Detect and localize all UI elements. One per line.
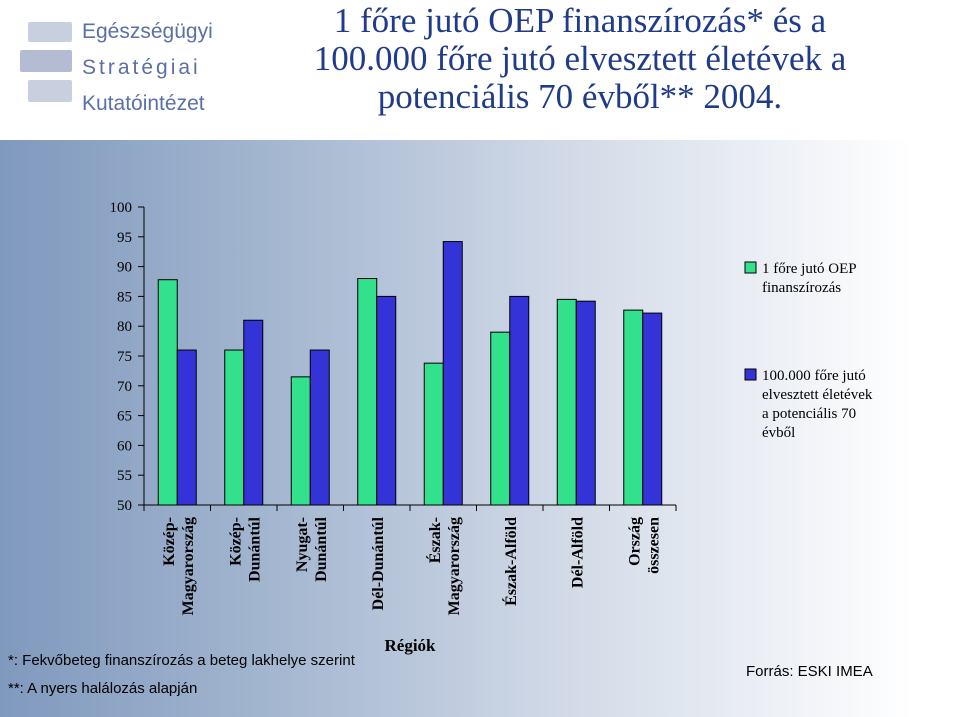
category-label: Észak-Alföld <box>501 517 520 606</box>
y-tick-label: 55 <box>117 468 132 484</box>
footnote-1: *: Fekvőbeteg finanszírozás a beteg lakh… <box>8 652 355 669</box>
category-label: Dunántúl <box>246 516 263 581</box>
legend-swatch-1 <box>744 261 757 274</box>
bar-series-2 <box>509 295 530 506</box>
y-tick-label: 50 <box>117 498 132 514</box>
y-tick-label: 75 <box>117 349 132 365</box>
category-label: Magyarország <box>180 517 197 615</box>
title-line-3: potenciális 70 évből** 2004. <box>377 77 783 116</box>
category-label: Közép- <box>161 517 178 566</box>
legend-label: elvesztett életévek <box>762 387 873 403</box>
legend-label: finanszírozás <box>762 280 841 296</box>
bar-series-2 <box>376 295 397 506</box>
bar-series-1 <box>290 376 311 506</box>
source-note: Forrás: ESKI IMEA <box>746 663 873 680</box>
y-tick-label: 80 <box>117 319 132 335</box>
bar-series-2 <box>575 300 596 506</box>
bar-series-1 <box>556 298 577 506</box>
bar-series-2 <box>642 312 663 506</box>
category-label: Dél-Dunántúl <box>370 516 387 610</box>
logo-line-1: Egészségügyi <box>82 20 213 43</box>
bar-series-1 <box>157 279 178 506</box>
y-tick-label: 90 <box>117 260 132 276</box>
legend-swatch-2 <box>744 368 757 381</box>
y-tick-label: 60 <box>117 438 132 454</box>
footnote-2: **: A nyers halálozás alapján <box>8 680 198 697</box>
logo: Egészségügyi Stratégiai Kutatóintézet <box>20 10 220 120</box>
category-label: Ország <box>626 517 643 566</box>
bar-series-1 <box>423 362 444 506</box>
bar-series-1 <box>357 278 378 506</box>
category-label: Közép- <box>227 517 244 566</box>
title-line-1: 1 főre jutó OEP finanszírozás* és a <box>333 1 827 40</box>
page-title: 1 főre jutó OEP finanszírozás* és a 100.… <box>230 2 930 116</box>
logo-mark-icon <box>20 22 72 102</box>
y-tick-label: 65 <box>117 409 132 425</box>
bar-series-2 <box>309 349 330 506</box>
y-tick-label: 100 <box>110 200 133 216</box>
x-axis-title: Régiók <box>385 636 437 655</box>
category-label: Dunántúl <box>313 516 330 581</box>
title-line-2: 100.000 főre jutó elvesztett életévek a <box>313 39 847 78</box>
category-label: Magyarország <box>446 517 463 615</box>
legend-label: 100.000 főre jutó <box>762 368 866 384</box>
category-label: Észak- <box>425 517 444 563</box>
bar-series-1 <box>490 331 511 506</box>
bar-series-2 <box>442 241 463 506</box>
category-label: Nyugat- <box>294 517 311 572</box>
logo-line-2: Stratégiai <box>82 56 201 79</box>
category-label: Dél-Alföld <box>569 517 586 588</box>
bar-series-1 <box>224 349 245 506</box>
y-tick-label: 85 <box>117 289 132 305</box>
bar-series-2 <box>243 319 264 506</box>
bar-series-1 <box>623 309 644 506</box>
logo-line-3: Kutatóintézet <box>82 92 205 115</box>
legend-label: a potenciális 70 <box>762 406 856 422</box>
legend-label: 1 főre jutó OEP <box>762 261 857 277</box>
legend-label: évből <box>762 425 795 441</box>
category-label: összesen <box>645 517 662 574</box>
y-tick-label: 95 <box>117 230 132 246</box>
bar-series-2 <box>176 349 197 506</box>
y-tick-label: 70 <box>117 379 132 395</box>
